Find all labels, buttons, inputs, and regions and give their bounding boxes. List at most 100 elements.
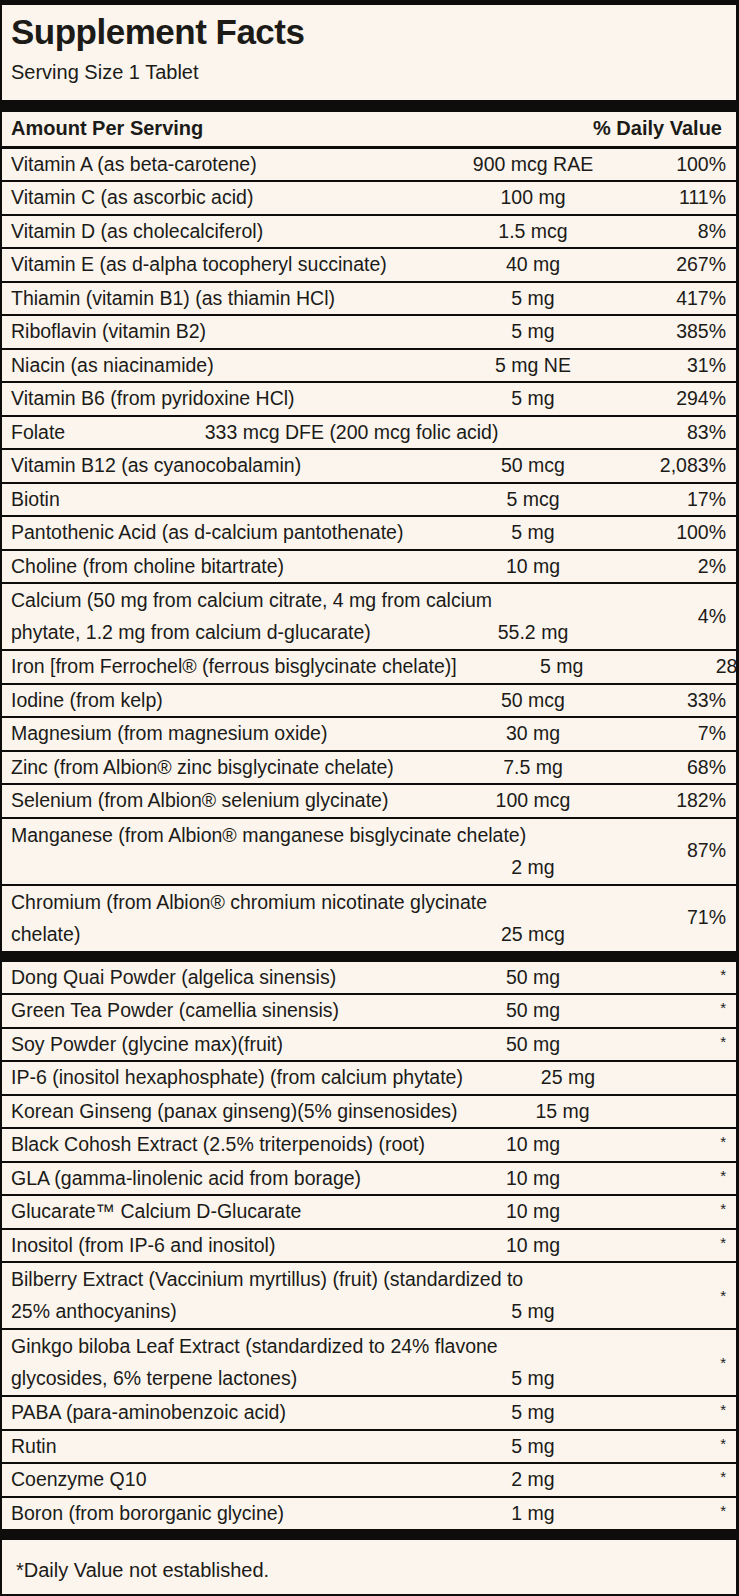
divider-thick-top <box>2 100 736 112</box>
ingredient-name-line2: chelate) <box>11 923 428 946</box>
ingredient-amount: 30 mg <box>428 722 638 745</box>
column-headers: Amount Per Serving % Daily Value <box>2 112 736 146</box>
daily-value: * <box>673 1062 739 1083</box>
ingredient-amount: 50 mg <box>428 966 638 989</box>
table-row: Magnesium (from magnesium oxide)30 mg7% <box>2 718 736 752</box>
page-title: Supplement Facts <box>11 13 722 52</box>
daily-value: 71% <box>638 906 726 929</box>
daily-value: 68% <box>638 756 726 779</box>
table-row: Chromium (from Albion® chromium nicotina… <box>2 886 736 951</box>
daily-value: 2,083% <box>638 454 726 477</box>
table-row: Bilberry Extract (Vaccinium myrtillus) (… <box>2 1263 736 1330</box>
ingredient-amount: 10 mg <box>428 1234 638 1257</box>
botanicals-section: Dong Quai Powder (algelica sinensis)50 m… <box>2 962 736 1530</box>
ingredient-name: Folate <box>11 421 65 444</box>
label-header: Supplement Facts Serving Size 1 Tablet <box>2 5 736 100</box>
table-row: Vitamin E (as d-alpha tocopheryl succina… <box>2 249 736 283</box>
table-row: Black Cohosh Extract (2.5% triterpenoids… <box>2 1129 736 1163</box>
table-row: Vitamin B6 (from pyridoxine HCl)5 mg294% <box>2 383 736 417</box>
ingredient-name: Vitamin B6 (from pyridoxine HCl) <box>11 387 428 410</box>
table-row: Iodine (from kelp)50 mcg33% <box>2 685 736 719</box>
ingredient-name: Calcium (50 mg from calcium citrate, 4 m… <box>11 589 638 612</box>
ingredient-name-line2: glycosides, 6% terpene lactones) <box>11 1367 428 1390</box>
ingredient-name: Coenzyme Q10 <box>11 1468 428 1491</box>
daily-value: 87% <box>638 839 726 862</box>
daily-value: 17% <box>638 488 726 511</box>
ingredient-amount: 5 mg <box>428 1401 638 1424</box>
ingredient-name: Vitamin E (as d-alpha tocopheryl succina… <box>11 253 428 276</box>
table-row: Inositol (from IP-6 and inositol)10 mg* <box>2 1230 736 1264</box>
table-row: Glucarate™ Calcium D-Glucarate10 mg* <box>2 1196 736 1230</box>
table-row: Niacin (as niacinamide)5 mg NE31% <box>2 350 736 384</box>
daily-value-header: % Daily Value <box>593 117 722 140</box>
footnote: *Daily Value not established. <box>2 1540 736 1596</box>
ingredient-amount: 50 mcg <box>428 689 638 712</box>
ingredient-name: Chromium (from Albion® chromium nicotina… <box>11 891 638 914</box>
table-row: Vitamin C (as ascorbic acid)100 mg111% <box>2 182 736 216</box>
daily-value: 28% <box>667 655 739 678</box>
daily-value: * <box>638 1163 726 1184</box>
table-row: PABA (para-aminobenzoic acid)5 mg* <box>2 1397 736 1431</box>
table-row: Choline (from choline bitartrate)10 mg2% <box>2 551 736 585</box>
table-row: GLA (gamma-linolenic acid from borage)10… <box>2 1163 736 1197</box>
table-row: Green Tea Powder (camellia sinensis)50 m… <box>2 995 736 1029</box>
daily-value: 83% <box>638 421 726 444</box>
ingredient-amount: 50 mcg <box>428 454 638 477</box>
daily-value: 8% <box>638 220 726 243</box>
ingredient-name: Vitamin C (as ascorbic acid) <box>11 186 428 209</box>
ingredient-amount: 5 mg <box>457 655 667 678</box>
daily-value: 385% <box>638 320 726 343</box>
ingredient-amount: 5 mg <box>428 320 638 343</box>
daily-value: 31% <box>638 354 726 377</box>
ingredient-name: Boron (from bororganic glycine) <box>11 1502 428 1525</box>
table-row: Korean Ginseng (panax ginseng)(5% ginsen… <box>2 1096 736 1130</box>
ingredient-amount: 10 mg <box>428 555 638 578</box>
daily-value: * <box>638 1196 726 1217</box>
ingredient-amount: 50 mg <box>428 1033 638 1056</box>
daily-value: * <box>638 1029 726 1050</box>
daily-value: * <box>638 1464 726 1485</box>
serving-size: Serving Size 1 Tablet <box>11 61 722 84</box>
ingredient-name: GLA (gamma-linolenic acid from borage) <box>11 1167 428 1190</box>
ingredient-amount: 25 mg <box>463 1066 673 1089</box>
table-row: Vitamin B12 (as cyanocobalamin)50 mcg2,0… <box>2 450 736 484</box>
table-row: Pantothenic Acid (as d-calcium pantothen… <box>2 517 736 551</box>
table-row: Ginkgo biloba Leaf Extract (standardized… <box>2 1330 736 1397</box>
ingredient-amount: 5 mcg <box>428 488 638 511</box>
ingredient-amount: 100 mcg <box>428 789 638 812</box>
ingredient-name: Iron [from Ferrochel® (ferrous bisglycin… <box>11 655 457 678</box>
ingredient-amount: 5 mg <box>428 387 638 410</box>
ingredient-name: Biotin <box>11 488 428 511</box>
table-row: Zinc (from Albion® zinc bisglycinate che… <box>2 752 736 786</box>
daily-value: 100% <box>638 153 726 176</box>
ingredient-name: Selenium (from Albion® selenium glycinat… <box>11 789 428 812</box>
daily-value: * <box>638 1498 726 1519</box>
table-row: Manganese (from Albion® manganese bisgly… <box>2 819 736 886</box>
ingredient-amount: 10 mg <box>428 1200 638 1223</box>
ingredient-amount: 10 mg <box>428 1133 638 1156</box>
table-row: Vitamin A (as beta-carotene)900 mcg RAE1… <box>2 149 736 183</box>
table-row: Calcium (50 mg from calcium citrate, 4 m… <box>2 584 736 651</box>
ingredient-name: IP-6 (inositol hexaphosphate) (from calc… <box>11 1066 463 1089</box>
ingredient-name: Ginkgo biloba Leaf Extract (standardized… <box>11 1335 638 1358</box>
daily-value: 100% <box>638 521 726 544</box>
daily-value: 267% <box>638 253 726 276</box>
ingredient-amount: 333 mcg DFE (200 mcg folic acid) <box>65 421 638 444</box>
daily-value: * <box>638 1397 726 1418</box>
ingredient-amount: 55.2 mg <box>428 621 638 644</box>
daily-value: 7% <box>638 722 726 745</box>
table-row: Soy Powder (glycine max)(fruit)50 mg* <box>2 1029 736 1063</box>
ingredient-name: Pantothenic Acid (as d-calcium pantothen… <box>11 521 428 544</box>
ingredient-name: Dong Quai Powder (algelica sinensis) <box>11 966 428 989</box>
ingredient-amount: 5 mg <box>428 1435 638 1458</box>
daily-value: 4% <box>638 605 726 628</box>
ingredient-name: Zinc (from Albion® zinc bisglycinate che… <box>11 756 428 779</box>
daily-value: * <box>638 1230 726 1251</box>
ingredient-amount: 25 mcg <box>428 923 638 946</box>
ingredient-name: Niacin (as niacinamide) <box>11 354 428 377</box>
ingredient-amount: 10 mg <box>428 1167 638 1190</box>
ingredient-name: Vitamin A (as beta-carotene) <box>11 153 428 176</box>
ingredient-amount: 5 mg <box>428 1367 638 1390</box>
table-row: Biotin5 mcg17% <box>2 484 736 518</box>
ingredient-amount: 2 mg <box>428 856 638 879</box>
